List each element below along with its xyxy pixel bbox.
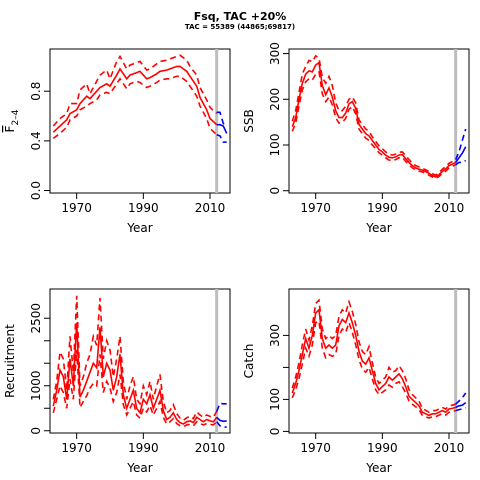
panel-ssb: 1970 1990 2010 0 100 200 300 Year SSB — [242, 42, 470, 235]
plot-frame — [49, 48, 231, 194]
projection-upper-line — [454, 128, 467, 160]
plot-frame — [288, 288, 470, 434]
y-tick-label: 0.8 — [29, 82, 43, 101]
y-axis-label: Recruitment — [3, 324, 17, 398]
projection-lower-line — [455, 159, 467, 166]
plot-frame — [49, 288, 231, 434]
x-tick-label: 1990 — [367, 201, 398, 215]
x-tick-label: 2010 — [434, 441, 465, 455]
panel-catch: 1970 1990 2010 0 100 300 Year Catch — [242, 288, 470, 475]
y-tick-label: 200 — [268, 88, 282, 111]
x-tick-label: 2010 — [195, 441, 226, 455]
projection-lower-line — [455, 406, 466, 412]
x-tick-label: 1990 — [128, 201, 159, 215]
historical-median-line — [291, 61, 457, 178]
historical-median-line — [52, 65, 218, 133]
historical-upper-line — [52, 54, 218, 127]
historical-upper-line — [52, 295, 218, 422]
projection-lower-line — [216, 133, 227, 143]
historical-median-line — [291, 308, 456, 417]
plot-frame — [288, 48, 470, 194]
x-tick-label: 1970 — [300, 441, 331, 455]
y-tick-label: 0 — [268, 428, 282, 436]
y-tick-label: 2500 — [29, 303, 43, 334]
x-tick-label: 1990 — [367, 441, 398, 455]
historical-lower-line — [291, 319, 456, 419]
x-tick-label: 2010 — [434, 201, 465, 215]
x-tick-label: 1990 — [128, 441, 159, 455]
y-tick-label: 0.0 — [29, 181, 43, 200]
historical-lower-line — [52, 349, 218, 428]
x-axis-label: Year — [126, 221, 152, 235]
y-axis-label: SSB — [242, 109, 256, 132]
historical-upper-line — [291, 298, 456, 414]
projection-median-line — [455, 401, 467, 409]
y-tick-label: 0 — [268, 187, 282, 195]
historical-lower-line — [291, 70, 457, 180]
y-tick-label: 300 — [268, 42, 282, 65]
x-tick-label: 1970 — [300, 201, 331, 215]
y-axis-label: F2–4 — [3, 109, 21, 132]
y-tick-label: 100 — [268, 388, 282, 411]
x-axis-label: Year — [126, 461, 152, 475]
y-tick-label: 0 — [29, 427, 43, 435]
y-tick-label: 300 — [268, 324, 282, 347]
projection-lower-line — [216, 421, 227, 428]
projection-upper-line — [455, 392, 467, 405]
historical-upper-line — [291, 54, 457, 177]
y-tick-label: 0.4 — [29, 131, 43, 150]
y-tick-label: 100 — [268, 134, 282, 157]
projection-median-line — [216, 416, 227, 423]
x-axis-label: Year — [365, 221, 391, 235]
x-axis-label: Year — [365, 461, 391, 475]
historical-median-line — [52, 322, 218, 425]
projection-upper-line — [216, 111, 227, 126]
panel-fbar: 1970 1990 2010 0.0 0.4 0.8 Year F2–4 — [3, 48, 231, 235]
y-tick-label: 1000 — [29, 370, 43, 401]
x-tick-label: 1970 — [61, 441, 92, 455]
chart-title: Fsq, TAC +20% — [193, 10, 287, 23]
projection-median-line — [216, 123, 228, 134]
projection-median-line — [455, 146, 467, 163]
chart-subtitle: TAC = 55389 (44865;69817) — [184, 23, 296, 31]
x-tick-label: 1970 — [61, 201, 92, 215]
x-tick-label: 2010 — [195, 201, 226, 215]
historical-lower-line — [52, 75, 218, 140]
projection-upper-line — [215, 402, 227, 412]
y-axis-label: Catch — [242, 344, 256, 379]
panel-recruitment: 1970 1990 2010 0 1000 2500 Year Recruitment — [3, 288, 231, 475]
